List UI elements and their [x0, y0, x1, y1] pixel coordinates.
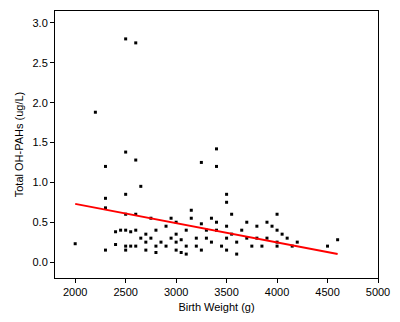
svg-text:1.5: 1.5: [33, 136, 48, 148]
svg-text:3000: 3000: [164, 286, 188, 298]
svg-text:0.0: 0.0: [33, 256, 48, 268]
svg-text:2.5: 2.5: [33, 57, 48, 69]
svg-text:5000: 5000: [366, 286, 390, 298]
svg-text:4000: 4000: [265, 286, 289, 298]
svg-text:1.0: 1.0: [33, 176, 48, 188]
svg-text:2500: 2500: [113, 286, 137, 298]
svg-text:Birth Weight (g): Birth Weight (g): [178, 301, 254, 313]
svg-text:2000: 2000: [63, 286, 87, 298]
svg-text:Total OH-PAHs (ug/L): Total OH-PAHs (ug/L): [13, 92, 25, 198]
svg-text:3.0: 3.0: [33, 17, 48, 29]
svg-text:4500: 4500: [315, 286, 339, 298]
svg-text:3500: 3500: [214, 286, 238, 298]
svg-text:2.0: 2.0: [33, 97, 48, 109]
svg-text:0.5: 0.5: [33, 216, 48, 228]
